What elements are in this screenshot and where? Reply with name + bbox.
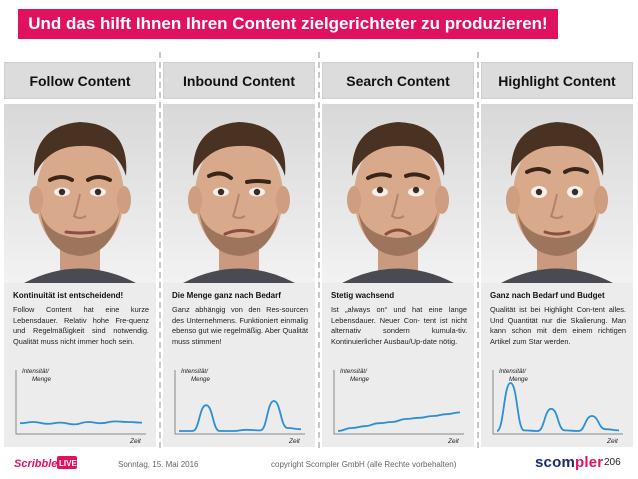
column-body: Ist „always on“ und hat eine lange Leben… [331, 305, 467, 346]
svg-text:Scribble: Scribble [14, 458, 57, 470]
column-body: Follow Content hat eine kurze Lebensdaue… [13, 305, 149, 346]
divider-stripe [159, 52, 161, 449]
page-number: 206 [604, 457, 621, 468]
column-body: Ganz abhängig von den Res-sourcen des Un… [172, 305, 308, 346]
description-panel: Die Menge ganz nach Bedarf Ganz abhängig… [163, 283, 315, 447]
chart-ylabel: Menge [191, 376, 210, 383]
column-heading: Ganz nach Bedarf und Budget [490, 291, 605, 300]
chart-ylabel: Intensität/ [340, 368, 368, 375]
mini-chart: Intensität/Menge Zeit [174, 368, 305, 444]
chart-curve [337, 411, 461, 432]
page-title: Und das hilft Ihnen Ihren Content zielge… [18, 9, 558, 39]
column-inbound-content: Inbound Content Die Menge ganz nach Beda… [163, 62, 315, 448]
column-body: Qualität ist bei Highlight Con-tent alle… [490, 305, 626, 346]
description-panel: Ganz nach Bedarf und Budget Qualität ist… [481, 283, 633, 447]
chart-ylabel: Intensität/ [22, 368, 50, 375]
chart-ylabel: Intensität/ [499, 368, 527, 375]
portrait-photo [4, 104, 156, 283]
chart-axes [15, 370, 146, 435]
column-search-content: Search Content Stetig wachsend Ist „alwa… [322, 62, 474, 448]
portrait-illustration [322, 104, 474, 283]
mini-chart: Intensität/Menge Zeit [15, 368, 146, 444]
chart-xlabel: Zeit [606, 438, 619, 444]
chart-axes [333, 370, 464, 435]
divider-stripe [477, 52, 479, 449]
portrait-photo [481, 104, 633, 283]
column-highlight-content: Highlight Content Ganz nach Bedarf und B… [481, 62, 633, 448]
scribblelive-logo: Scribble LIVE [14, 456, 77, 470]
scompler-logo: scompler [535, 454, 604, 471]
description-panel: Kontinuität ist entscheidend! Follow Con… [4, 283, 156, 447]
chart-axes [492, 370, 623, 435]
chart-curve [496, 382, 620, 432]
portrait-illustration [163, 104, 315, 283]
chart-curve [179, 400, 302, 432]
portrait-photo [163, 104, 315, 283]
column-header: Highlight Content [481, 62, 633, 99]
chart-axes [174, 370, 305, 435]
column-header: Inbound Content [163, 62, 315, 99]
column-heading: Kontinuität ist entscheidend! [13, 291, 124, 300]
chart-xlabel: Zeit [129, 438, 142, 444]
mini-chart: Intensität/Menge Zeit [333, 368, 464, 444]
chart-ylabel: Menge [32, 376, 51, 383]
column-heading: Die Menge ganz nach Bedarf [172, 291, 281, 300]
svg-text:LIVE: LIVE [59, 459, 77, 468]
column-heading: Stetig wachsend [331, 291, 395, 300]
description-panel: Stetig wachsend Ist „always on“ und hat … [322, 283, 474, 447]
chart-ylabel: Intensität/ [181, 368, 209, 375]
chart-ylabel: Menge [350, 376, 369, 383]
mini-chart: Intensität/Menge Zeit [492, 368, 623, 444]
column-follow-content: Follow Content Kontinuität ist entscheid… [4, 62, 156, 448]
portrait-photo [322, 104, 474, 283]
portrait-illustration [4, 104, 156, 283]
chart-ylabel: Menge [509, 376, 528, 383]
chart-xlabel: Zeit [447, 438, 460, 444]
portrait-illustration [481, 104, 633, 283]
chart-xlabel: Zeit [288, 438, 301, 444]
column-header: Follow Content [4, 62, 156, 99]
chart-curve [19, 420, 143, 426]
column-header: Search Content [322, 62, 474, 99]
footer-date: Sonntag, 15. Mai 2016 [118, 460, 199, 469]
footer-copyright: copyright Scompler GmbH (alle Rechte vor… [271, 460, 457, 469]
divider-stripe [318, 52, 320, 449]
